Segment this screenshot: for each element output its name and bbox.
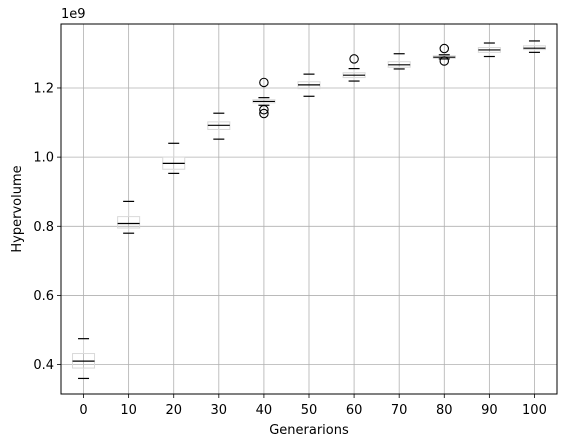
y-tick-label: 0.4 xyxy=(33,358,54,373)
x-tick-label: 40 xyxy=(256,403,273,418)
box-group xyxy=(522,40,546,53)
outlier-point xyxy=(439,43,450,54)
outlier-point xyxy=(349,54,359,64)
outlier-point xyxy=(259,77,269,88)
outlier-point xyxy=(439,56,450,66)
axis-ticks: 0 10 20 30 40 50 60 70 80 90 100 0.4 0.6 0.8 1.0 1.2 xyxy=(33,81,547,418)
box-group xyxy=(477,42,501,58)
y-axis-offset-label: 1e9 xyxy=(61,7,86,22)
x-tick-label: 70 xyxy=(391,403,408,418)
y-tick-label: 0.6 xyxy=(33,289,54,304)
y-axis-label: Hypervolume xyxy=(10,165,25,252)
x-tick-label: 20 xyxy=(165,403,182,418)
grid-lines xyxy=(61,24,557,394)
x-tick-label: 60 xyxy=(346,403,363,418)
outlier-point xyxy=(259,108,269,119)
box-group xyxy=(387,53,411,70)
y-tick-label: 1.0 xyxy=(33,151,54,166)
y-tick-label: 0.8 xyxy=(33,220,54,235)
box-group xyxy=(162,142,186,174)
x-tick-label: 10 xyxy=(120,403,137,418)
x-tick-label: 30 xyxy=(211,403,228,418)
x-tick-label: 50 xyxy=(301,403,318,418)
box-group xyxy=(72,338,96,380)
x-tick-label: 80 xyxy=(436,403,453,418)
y-tick-label: 1.2 xyxy=(33,81,54,96)
x-tick-label: 90 xyxy=(481,403,498,418)
x-tick-label: 0 xyxy=(79,403,87,418)
box-group xyxy=(207,112,231,140)
box-group xyxy=(252,77,276,119)
outlier-point xyxy=(259,105,269,115)
box-group xyxy=(297,73,321,97)
boxes-layer xyxy=(72,40,546,380)
box-group xyxy=(342,54,366,82)
x-axis-label: Generarions xyxy=(269,423,349,438)
box-group xyxy=(117,200,141,234)
x-tick-label: 100 xyxy=(522,403,547,418)
box-group xyxy=(432,43,456,66)
